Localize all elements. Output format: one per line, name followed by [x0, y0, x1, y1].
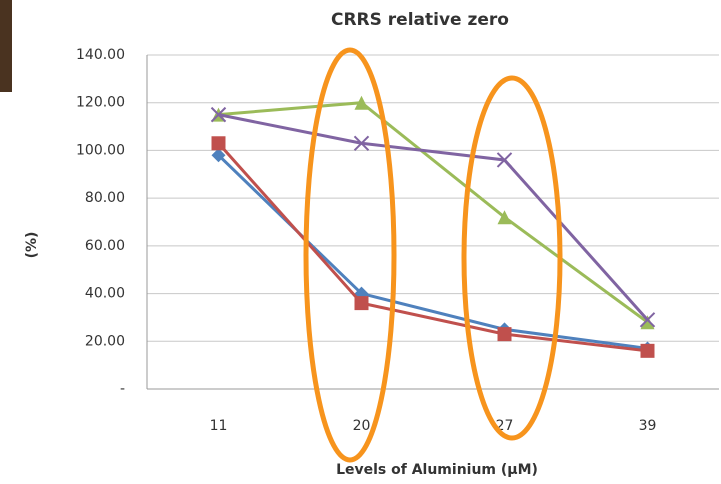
marker — [640, 343, 655, 358]
y-tick-label: 120.00 — [76, 95, 125, 111]
x-tick-label: 11 — [210, 418, 228, 434]
marker — [211, 136, 226, 151]
x-tick-label: 20 — [353, 418, 371, 434]
series-line — [217, 142, 648, 353]
y-tick-label: 60.00 — [85, 238, 125, 254]
marker — [639, 312, 656, 328]
marker — [353, 135, 370, 151]
marker — [496, 152, 513, 168]
x-axis-label: Levels of Aluminium (µM) — [336, 462, 538, 478]
marker — [210, 106, 227, 123]
y-tick-label: 140.00 — [76, 47, 125, 63]
y-axis-label: (%) — [24, 232, 40, 259]
marker — [497, 327, 512, 342]
chart-title: CRRS relative zero — [331, 10, 509, 30]
marker — [640, 315, 655, 330]
marker — [497, 210, 512, 225]
y-tick-label: 100.00 — [76, 142, 125, 158]
y-tick-label: - — [120, 381, 125, 397]
series-line — [218, 101, 649, 324]
marker — [354, 296, 369, 311]
corner-image — [0, 0, 12, 92]
highlight-ellipse — [303, 47, 397, 463]
y-tick-label: 80.00 — [85, 190, 125, 206]
marker — [354, 95, 369, 110]
x-tick-label: 39 — [639, 418, 657, 434]
highlight-ellipse — [461, 75, 563, 441]
y-tick-label: 40.00 — [85, 286, 125, 302]
series-line — [218, 113, 649, 321]
marker — [211, 148, 226, 163]
y-tick-label: 20.00 — [85, 333, 125, 349]
plot-area: - 20.00 40.00 60.00 80.00 100.00 120.00 140.00 1… — [76, 47, 719, 434]
